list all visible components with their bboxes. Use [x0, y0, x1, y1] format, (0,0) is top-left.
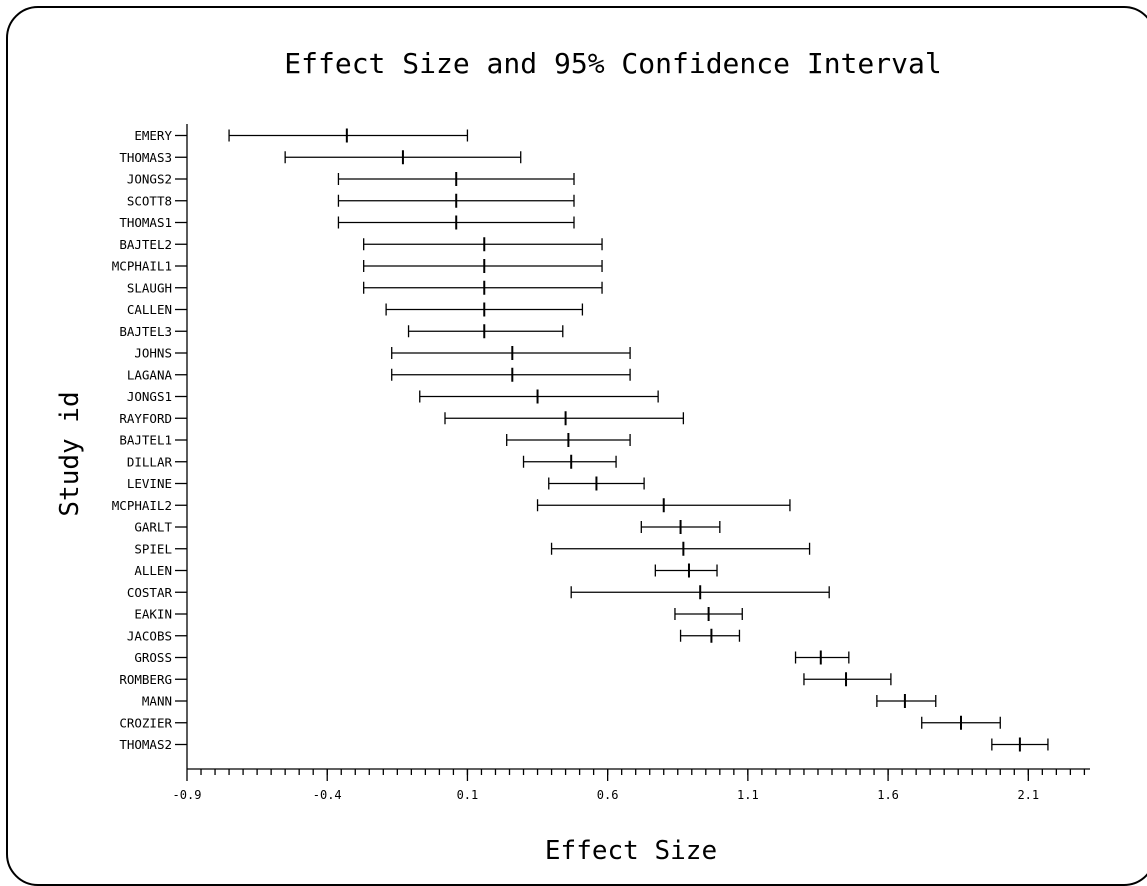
study-label: JACOBS: [127, 628, 172, 643]
study-label: JONGS2: [127, 172, 172, 187]
study-label: GROSS: [134, 650, 172, 665]
chart-title: Effect Size and 95% Confidence Interval: [284, 47, 941, 80]
x-tick-label: 0.1: [457, 788, 479, 802]
study-label: THOMAS3: [119, 150, 172, 165]
study-label: GARLT: [134, 520, 172, 535]
study-label: THOMAS2: [119, 737, 172, 752]
study-label: EAKIN: [134, 607, 172, 622]
x-tick-label: -0.4: [313, 788, 342, 802]
study-label: LEVINE: [127, 476, 172, 491]
study-label: JOHNS: [134, 346, 172, 361]
study-label: CROZIER: [119, 715, 172, 730]
study-label: RAYFORD: [119, 411, 172, 426]
study-label: MCPHAIL2: [112, 498, 172, 513]
study-label: DILLAR: [127, 454, 173, 469]
study-label: BAJTEL2: [119, 237, 172, 252]
study-label: SPIEL: [134, 541, 172, 556]
study-label: MCPHAIL1: [112, 259, 172, 274]
study-label: BAJTEL1: [119, 433, 172, 448]
study-label: COSTAR: [127, 585, 173, 600]
study-label: THOMAS1: [119, 215, 172, 230]
x-tick-label: 0.6: [597, 788, 619, 802]
plot-area: -0.9 -0.4 0.1 0.6 1.1 1.6 2.1 EMERY THOMAS3 JONGS…: [112, 124, 1090, 802]
study-label: SCOTT8: [127, 193, 172, 208]
study-label: BAJTEL3: [119, 324, 172, 339]
study-label: JONGS1: [127, 389, 172, 404]
x-tick-label: 1.1: [737, 788, 759, 802]
x-tick-label: 2.1: [1017, 788, 1039, 802]
x-tick-label: -0.9: [173, 788, 202, 802]
x-tick-label: 1.6: [877, 788, 899, 802]
study-label: ALLEN: [134, 563, 172, 578]
study-label: EMERY: [134, 128, 172, 143]
study-label: CALLEN: [127, 302, 172, 317]
x-axis-title: Effect Size: [545, 836, 717, 866]
study-label: SLAUGH: [127, 280, 172, 295]
y-axis-title: Study id: [55, 391, 85, 516]
study-label: LAGANA: [127, 367, 173, 382]
study-label: ROMBERG: [119, 672, 172, 687]
study-label: MANN: [142, 694, 172, 709]
